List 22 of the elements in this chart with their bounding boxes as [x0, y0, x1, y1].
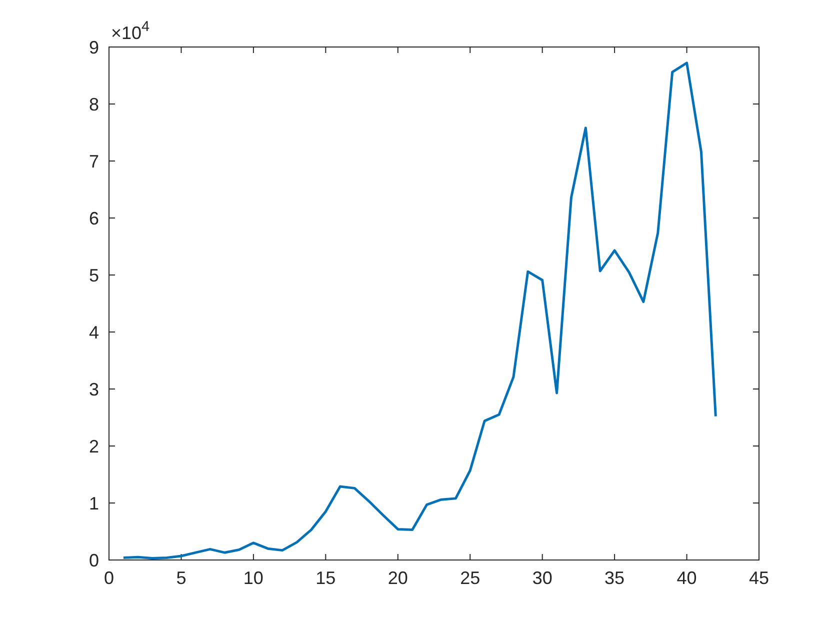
y-tick-label: 8	[88, 94, 99, 114]
x-tick-label: 5	[176, 568, 186, 588]
x-tick-label: 0	[104, 568, 114, 588]
x-tick-label: 30	[532, 568, 552, 588]
x-tick-label: 45	[748, 568, 770, 588]
x-tick-label: 20	[388, 568, 408, 588]
x-tick-label: 25	[460, 568, 480, 588]
y-tick-label: 1	[88, 493, 99, 514]
y-tick-label: 9	[88, 37, 99, 58]
x-tick-label: 40	[676, 568, 697, 588]
line-series	[122, 62, 717, 560]
y-tick-label: 4	[88, 322, 99, 342]
y-tick-label: 5	[88, 265, 99, 286]
y-tick-label: 2	[88, 436, 99, 456]
x-tick-label: 10	[243, 568, 264, 588]
y-tick-label: 3	[88, 379, 99, 400]
text: ×10$^{4}$	[111, 19, 150, 43]
x-tick-label: 35	[604, 568, 625, 588]
x-tick-label: 15	[316, 568, 336, 588]
y-tick-label: 0	[88, 550, 99, 570]
y-tick-label: 7	[88, 151, 99, 172]
y-tick-label: 6	[88, 208, 99, 228]
